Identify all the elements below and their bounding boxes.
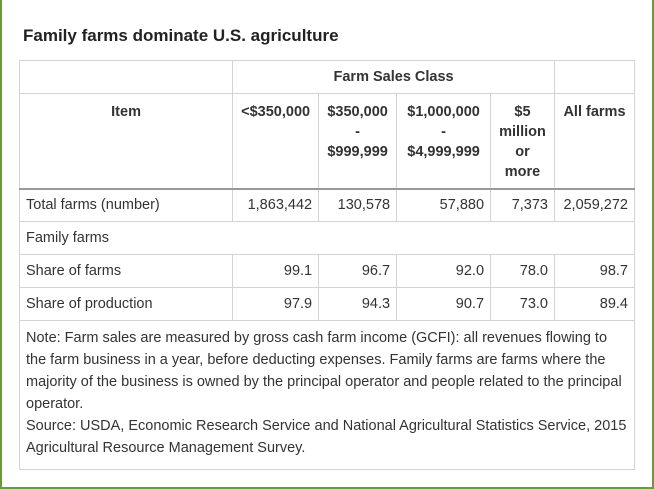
table-cell: 89.4	[553, 287, 636, 321]
column-header-line: more	[504, 164, 541, 180]
column-header-line: -	[355, 124, 361, 140]
table-cell: 73.0	[490, 287, 555, 321]
table-row: Family farms	[19, 221, 635, 255]
table-cell: 2,059,272	[553, 188, 636, 222]
column-header-all-farms: All farms	[553, 93, 636, 190]
column-header-item: Item	[18, 93, 234, 190]
column-header-1m-4999k: $1,000,000 - $4,999,999	[396, 93, 492, 190]
column-header-350k-999k: $350,000 - $999,999	[318, 93, 398, 190]
table-cell: 90.7	[396, 287, 492, 321]
table-cell: 57,880	[396, 188, 492, 222]
table-cell: 7,373	[490, 188, 555, 222]
column-header-line: $4,999,999	[407, 144, 480, 160]
farm-sales-class-header: Farm Sales Class	[232, 60, 555, 94]
column-header-under-350k: <$350,000	[232, 93, 320, 190]
table-footnote-row: Note: Farm sales are measured by gross c…	[19, 320, 635, 470]
table-note: Note: Farm sales are measured by gross c…	[26, 330, 622, 412]
table-cell: 94.3	[318, 287, 398, 321]
header-empty-right	[553, 60, 636, 94]
table-cell: 92.0	[396, 254, 492, 288]
row-label: Family farms	[19, 221, 635, 255]
table-row: Share of farms 99.1 96.7 92.0 78.0 98.7	[18, 254, 636, 288]
table-cell: 1,863,442	[232, 188, 320, 222]
table-source: Source: USDA, Economic Research Service …	[26, 418, 627, 456]
table-cell: 130,578	[318, 188, 398, 222]
table-cell: 78.0	[490, 254, 555, 288]
table-cell: 97.9	[232, 287, 320, 321]
header-empty	[18, 60, 234, 94]
column-header-line: $1,000,000	[407, 104, 480, 120]
column-header-line: or	[515, 144, 530, 160]
row-label: Share of farms	[18, 254, 234, 288]
column-header-line: million	[499, 124, 546, 140]
table-row: Total farms (number) 1,863,442 130,578 5…	[18, 188, 636, 222]
table-cell: 98.7	[553, 254, 636, 288]
row-label: Share of production	[18, 287, 234, 321]
page-title: Family farms dominate U.S. agriculture	[23, 26, 339, 45]
column-header-line: $350,000	[327, 104, 388, 120]
column-header-line: $5	[514, 104, 531, 120]
farm-sales-table: Farm Sales Class Item <$350,000 $350,000…	[18, 60, 636, 470]
column-header-line: $999,999	[327, 144, 388, 160]
row-label: Total farms (number)	[18, 188, 234, 222]
column-header-line: -	[441, 124, 446, 140]
table-cell: 96.7	[318, 254, 398, 288]
table-cell: 99.1	[232, 254, 320, 288]
column-header-5m-or-more: $5 million or more	[490, 93, 555, 190]
table-row: Share of production 97.9 94.3 90.7 73.0 …	[18, 287, 636, 321]
table-footnote: Note: Farm sales are measured by gross c…	[19, 320, 635, 470]
